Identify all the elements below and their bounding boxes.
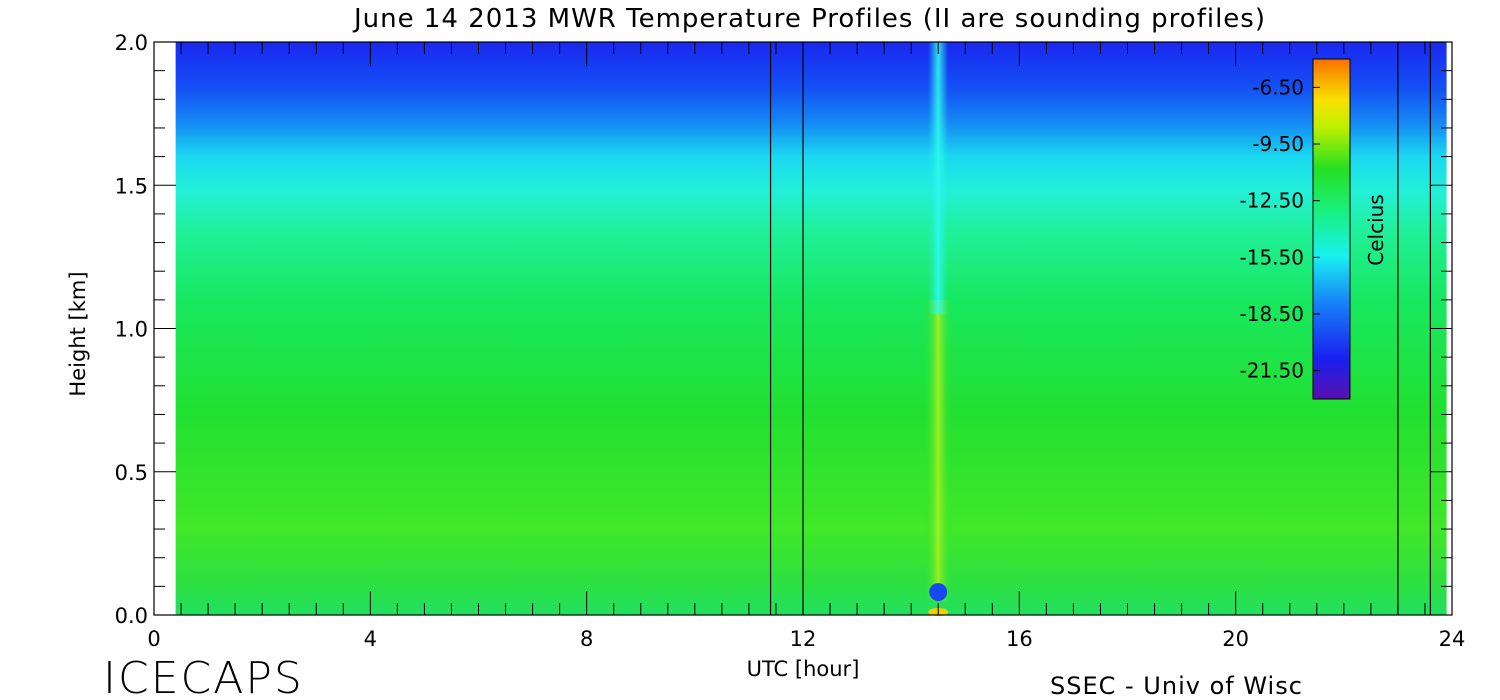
colorbar-tick-label: -18.50 [1240,302,1304,326]
colorbar-tick-label: -6.50 [1252,75,1304,99]
y-tick-label: 1.0 [115,318,148,342]
y-tick-label: 1.5 [115,174,148,198]
warm-column [924,299,953,601]
x-tick-label: 20 [1222,627,1249,651]
chart-title: June 14 2013 MWR Temperature Profiles (I… [352,4,1266,34]
colorbar-tick-label: -21.50 [1240,359,1304,383]
x-tick-label: 12 [790,627,817,651]
y-tick-label: 2.0 [115,31,148,55]
x-axis-label: UTC [hour] [747,657,860,681]
warm-column-top [928,42,949,315]
temperature-field [175,42,1447,615]
y-tick-label: 0.0 [115,604,148,628]
brand-logo-text: ICECAPS [103,653,304,700]
x-tick-label: 24 [1439,627,1466,651]
y-axis-label: Height [km] [66,271,90,396]
colorbar-gradient [1312,58,1351,400]
x-tick-label: 16 [1006,627,1033,651]
colorbar-tick-label: -15.50 [1240,245,1304,269]
axes: 0 4 8 12 16 20 24 0.0 0.5 1.0 1.5 2.0 [115,31,1466,651]
x-tick-label: 0 [147,627,160,651]
colorbar-tick-label: -12.50 [1240,189,1304,213]
y-tick-label: 0.5 [115,461,148,485]
cold-anomaly-marker [929,583,948,602]
x-tick-label: 4 [364,627,377,651]
colorbar-label: Celcius [1364,194,1388,265]
colorbar-tick-label: -9.50 [1252,132,1304,156]
credit-text: SSEC - Univ of Wisc [1050,672,1303,700]
colorbar: Celcius -6.50 -9.50 -12.50 -15.50 -18.50 -21.… [1240,58,1388,400]
plot-area [175,42,1447,616]
x-tick-label: 8 [580,627,593,651]
